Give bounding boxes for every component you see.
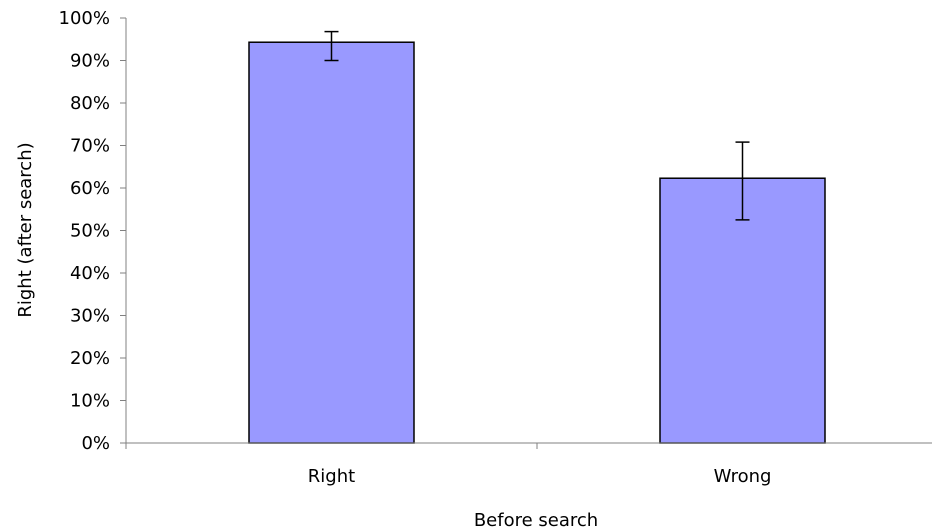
x-axis-title: Before search [474,510,598,530]
y-tick-label: 0% [81,433,110,454]
y-tick-label: 100% [59,8,110,29]
y-tick-label: 10% [70,391,110,412]
error-bars-layer [324,30,750,221]
y-tick-label: 50% [70,221,110,242]
y-tick-label: 70% [70,136,110,157]
y-tick-label: 20% [70,348,110,369]
bars-layer [248,41,826,444]
y-tick-label: 40% [70,263,110,284]
axes-layer [120,17,932,449]
bar-right [248,41,415,444]
bar-wrong [659,177,826,444]
y-tick-label: 60% [70,178,110,199]
labels-layer: Right Wrong 0% 10% 20% 30% 40% 50% 60% 70% 80% 90% 1… [59,8,772,487]
x-tick-label: Wrong [714,466,772,487]
y-tick-label: 30% [70,306,110,327]
x-tick-label: Right [308,466,355,487]
error-bar-wrong [735,141,750,221]
y-tick-label: 80% [70,93,110,114]
y-tick-label: 90% [70,51,110,72]
y-axis-title: Right (after search) [15,142,36,317]
error-bar-right [324,30,339,62]
